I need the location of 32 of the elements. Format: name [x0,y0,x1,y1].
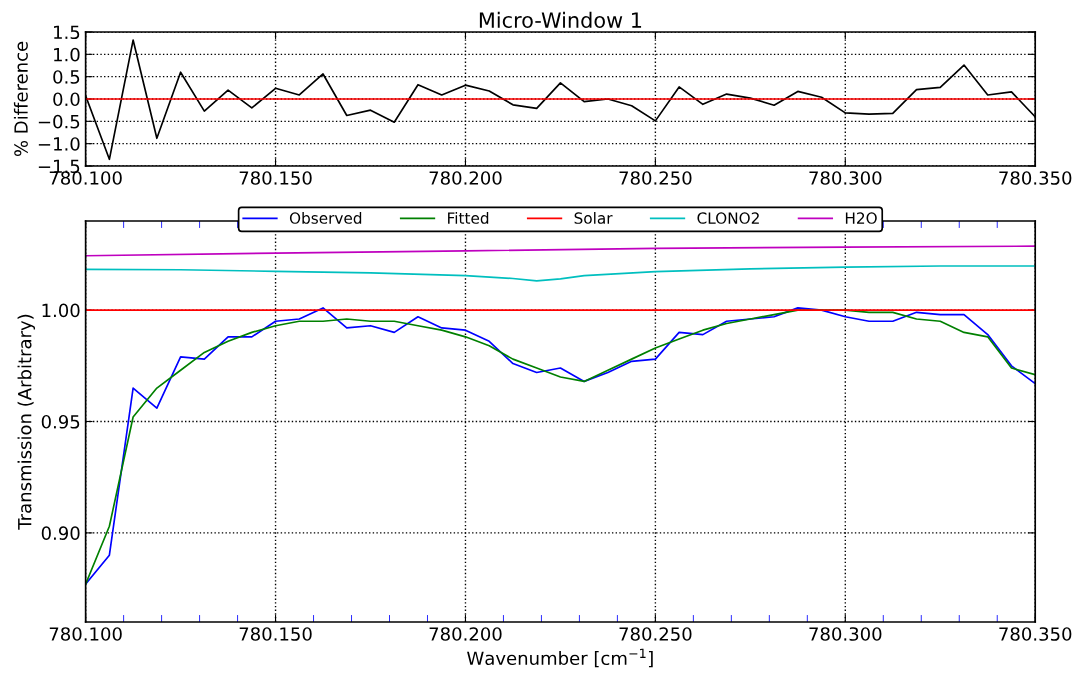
line-series [85,265,1036,282]
y-axis-title: % Difference [13,41,28,157]
x-tick-label: 780.100 [49,627,122,641]
x-tick-label: 780.200 [429,171,502,185]
line-series [85,245,1036,257]
y-tick-label: 0.5 [53,70,80,84]
y-tick-label: 1.0 [54,47,80,62]
y-tick-label: 1.5 [54,25,80,40]
x-tick-label: 780.350 [999,171,1072,185]
chart-title: Micro-Window 1 [479,11,642,28]
x-axis-title: Wavenumber [cm$^{−1}$] [467,648,653,668]
y-tick-label: 0.90 [41,526,80,541]
x-tick-label: 780.250 [619,171,692,185]
x-tick-label: 780.300 [809,627,882,641]
y-tick-label: −1.0 [38,137,80,151]
x-tick-label: 780.350 [999,627,1072,641]
x-tick-label: 780.200 [429,627,502,641]
y-tick-label: 0.95 [41,414,80,429]
x-tick-label: 780.150 [239,627,312,641]
y-tick-label: 1.00 [42,303,80,318]
legend-label: Fitted [448,212,489,224]
legend-label: Solar [574,212,613,224]
y-tick-label: 0.0 [53,92,80,107]
y-tick-label: −0.5 [38,114,80,129]
x-tick-label: 780.250 [619,627,692,641]
x-tick-label: 780.300 [809,171,882,185]
x-tick-label: 780.100 [49,171,122,185]
x-tick-label: 780.150 [239,171,312,185]
legend-label: H2O [845,212,877,224]
y-axis-title: Transmission (Arbitrary) [17,314,36,530]
legend-label: Observed [289,212,362,224]
legend-label: CLONO2 [697,212,759,224]
